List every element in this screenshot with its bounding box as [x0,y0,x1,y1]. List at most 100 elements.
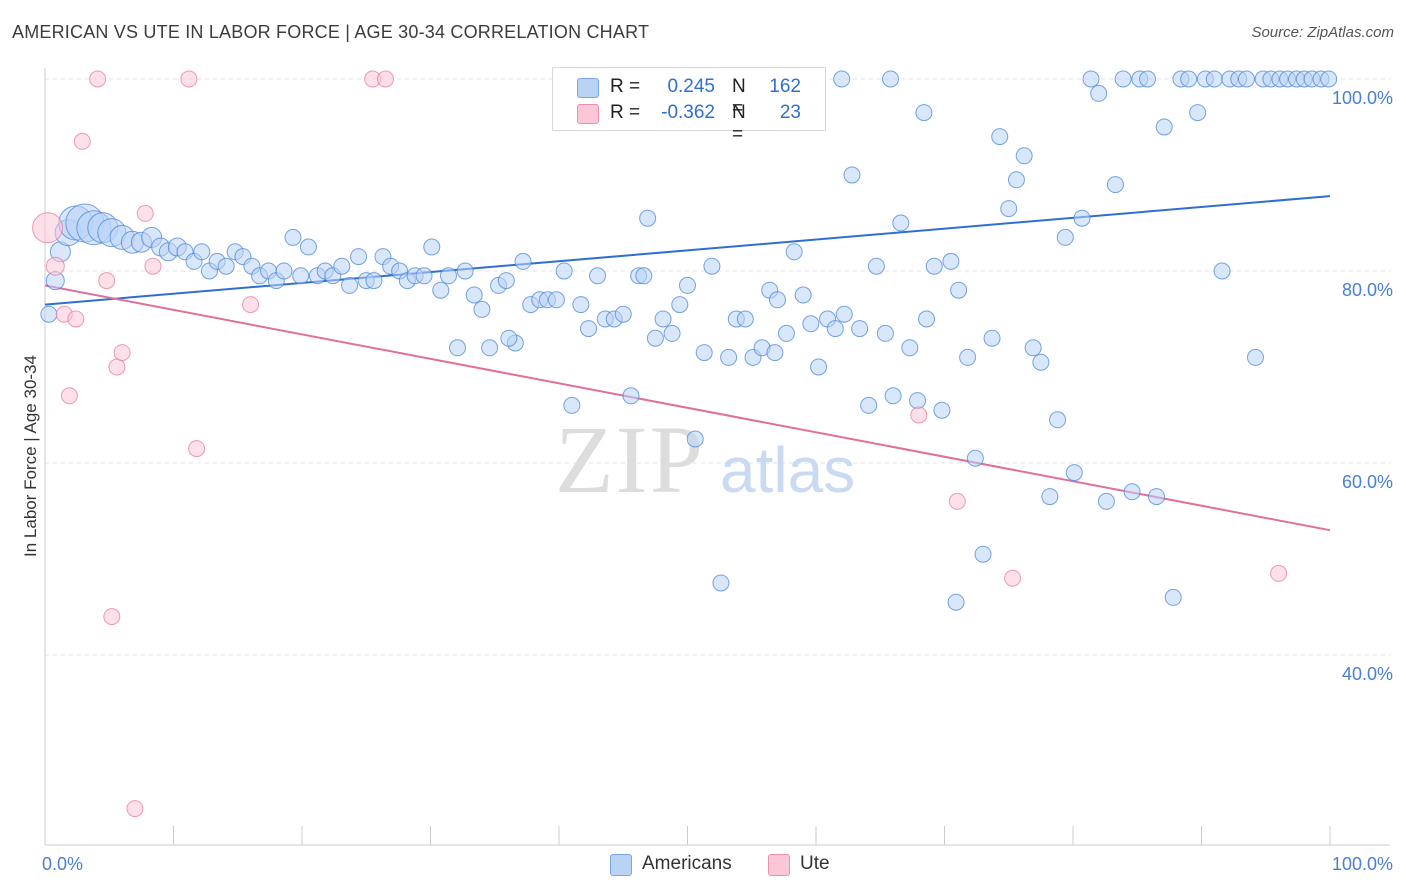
americans-point [432,281,450,299]
americans-point [275,262,293,280]
ute-point [32,212,64,244]
americans-point [777,324,795,342]
americans-point [1007,171,1025,189]
americans-point [950,281,968,299]
americans-point [1000,200,1018,218]
americans-point [1180,70,1198,88]
americans-point [284,228,302,246]
ute-trend-line [44,284,1331,532]
americans-point [966,449,984,467]
americans-point [555,262,573,280]
americans-point [365,272,383,290]
ute-point [377,70,395,88]
americans-point [1155,118,1173,136]
legend-r-value: -0.362 [661,102,715,123]
ute-point [910,406,928,424]
americans-point [1237,70,1255,88]
americans-point [40,305,58,323]
americans-point [826,320,844,338]
americans-point [884,387,902,405]
grid-lines [45,78,1390,656]
americans-point [974,545,992,563]
legend-n-label: N = [732,76,746,119]
ute-swatch [768,854,790,876]
ute-point [73,132,91,150]
americans-point [635,267,653,285]
americans-point [918,310,936,328]
americans-point [292,267,310,285]
americans-point [663,324,681,342]
americans-point [892,214,910,232]
americans-point [497,272,515,290]
ute-point [1270,564,1288,582]
americans-point [703,257,721,275]
series-legend: Americans Ute [0,853,1406,877]
y-tick-label: 60.0% [1342,472,1393,492]
ute-point [108,358,126,376]
americans-swatch [610,854,632,876]
americans-point [1073,209,1091,227]
ute-point [113,344,131,362]
americans-point [794,286,812,304]
chart-title: AMERICAN VS UTE IN LABOR FORCE | AGE 30-… [12,22,650,42]
legend-n-value: 162 [769,76,801,97]
americans-point [882,70,900,88]
legend-r-label: R = [610,76,641,97]
y-axis-label: In Labor Force | Age 30-34 [21,355,40,557]
y-tick-label: 40.0% [1342,664,1393,684]
americans-point [901,339,919,357]
americans-point [1106,176,1124,194]
ute-point [144,257,162,275]
americans-point [500,329,518,347]
americans-point [915,104,933,122]
ute-point [242,296,260,314]
americans-point [1148,488,1166,506]
chart-source: Source: ZipAtlas.com [1251,24,1394,41]
x-tick-label: 100.0% [1332,854,1393,874]
ute-point [180,70,198,88]
americans-point [589,267,607,285]
americans-point [456,262,474,280]
y-tick-label: 100.0% [1332,88,1393,108]
axes [44,68,1390,846]
ute-point [948,492,966,510]
americans-point [1164,588,1182,606]
ute-point [89,70,107,88]
americans-point [843,166,861,184]
americans-point [639,209,657,227]
watermark-zip: ZIP [555,406,705,513]
americans-point [1032,353,1050,371]
americans-point [622,387,640,405]
legend-r-value: 0.245 [667,76,715,97]
ute-point [136,204,154,222]
americans-point [1114,70,1132,88]
americans-point [193,243,211,261]
americans-point [1015,147,1033,165]
ute-point [1004,569,1022,587]
americans-point [1320,70,1338,88]
americans-point [785,243,803,261]
americans-point [654,310,672,328]
americans-point [1097,492,1115,510]
americans-point [983,329,1001,347]
americans-point [580,320,598,338]
americans-point [1056,228,1074,246]
americans-point [299,238,317,256]
americans-point [1082,70,1100,88]
americans-point [1213,262,1231,280]
americans-point [1123,483,1141,501]
ute-point [103,608,121,626]
americans-point [423,238,441,256]
americans-point [695,344,713,362]
americans-point [217,257,235,275]
americans-point [1246,348,1264,366]
americans-point [415,267,433,285]
ute-point [45,256,65,276]
legend-r-label: R = [610,102,641,123]
ute-points [32,70,1288,818]
trend-lines [44,195,1331,532]
americans-point [876,324,894,342]
legend-swatch-ute [577,104,599,124]
legend-n-label: N = [732,102,746,145]
